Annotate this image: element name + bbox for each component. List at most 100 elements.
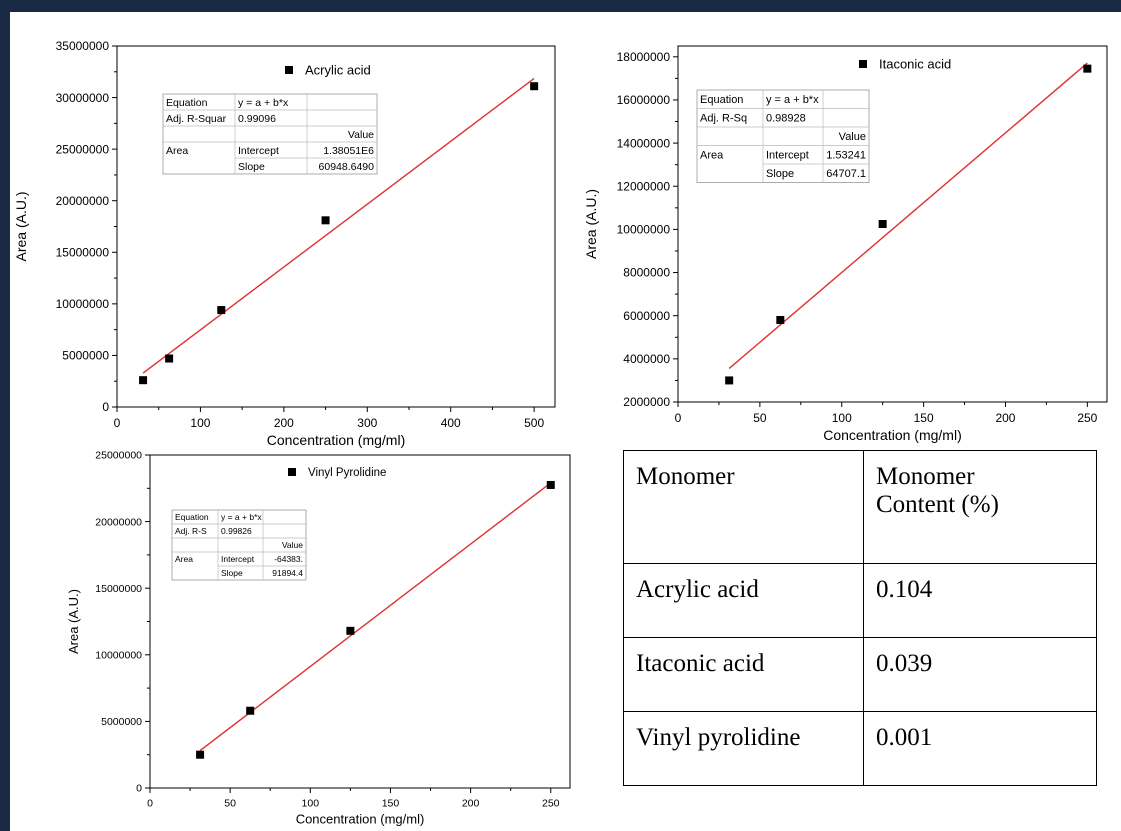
y-tick-label: 25000000 [56, 142, 110, 156]
figure-frame: 0 100 200 300 400 500 0 5000000 10000000 15000000… [10, 12, 1121, 831]
y-tick-label: 18000000 [617, 50, 671, 64]
legend-marker [859, 60, 867, 68]
data-point [321, 216, 330, 225]
y-tick-label: 25000000 [95, 450, 142, 462]
table-row: Itaconic acid 0.039 [623, 637, 1097, 712]
fit-table-cell: Slope [238, 161, 265, 173]
fit-table-cell: Area [166, 145, 188, 157]
x-tick-label: 250 [542, 798, 560, 810]
y-tick-label: 6000000 [623, 309, 670, 323]
table-row: Vinyl pyrolidine 0.001 [623, 711, 1097, 786]
y-tick-label: 5000000 [101, 716, 142, 728]
data-point [725, 376, 734, 385]
table-cell: Itaconic acid [623, 637, 864, 712]
table-header-row: Monomer Monomer Content (%) [623, 449, 1097, 565]
y-tick-label: 16000000 [617, 93, 671, 107]
fit-table-cell: 0.98928 [766, 113, 806, 125]
y-tick-label: 10000000 [95, 649, 142, 661]
header-monomer-content: Monomer Content (%) [863, 449, 1097, 565]
fit-table-cell: Intercept [766, 150, 809, 162]
fit-table-cell: Intercept [221, 554, 255, 564]
x-axis-label: Concentration (mg/ml) [267, 432, 406, 448]
fit-table-cell: Equation [175, 512, 209, 522]
header-monomer: Monomer [623, 449, 864, 565]
table-row: Acrylic acid 0.104 [623, 563, 1097, 639]
fit-table-cell: 0.99826 [221, 526, 252, 536]
y-tick-label: 20000000 [56, 194, 110, 208]
fit-line [199, 482, 552, 752]
y-axis-label: Area (A.U.) [583, 189, 599, 259]
fit-table-cell: Value [282, 540, 303, 550]
data-point [196, 750, 205, 759]
fit-results-table: Equation y = a + b*x Adj. R-Squar 0.99096 Va… [162, 93, 378, 175]
fit-line [728, 62, 1088, 369]
fit-table-cell: Area [700, 150, 724, 162]
y-tick-label: 35000000 [56, 39, 110, 53]
x-tick-label: 250 [1077, 411, 1097, 425]
fit-table-border [696, 89, 870, 183]
fit-table-cell: Slope [766, 168, 794, 180]
data-point [530, 82, 539, 91]
plot-frame [677, 45, 1108, 403]
fit-table-cell: 1.53241 [826, 150, 866, 162]
table-cell: 0.039 [863, 637, 1097, 712]
fit-results-table: Equation y = a + b*x Adj. R-S 0.99826 Value A… [171, 509, 307, 581]
x-tick-label: 200 [995, 411, 1015, 425]
y-tick-label: 10000000 [617, 223, 671, 237]
table-cell: Acrylic acid [623, 563, 864, 639]
y-tick-label: 8000000 [623, 266, 670, 280]
y-tick-label: 15000000 [56, 245, 110, 259]
fit-table-border [162, 93, 378, 175]
x-tick-label: 500 [524, 416, 544, 430]
data-point [546, 480, 555, 489]
fit-table-cell: Value [839, 131, 866, 143]
x-tick-label: 0 [114, 416, 121, 430]
x-tick-label: 0 [147, 798, 153, 810]
fit-table-cell: y = a + b*x [238, 97, 289, 109]
data-point [1083, 64, 1092, 73]
fit-table-cell: 1.38051E6 [323, 145, 374, 157]
y-tick-label: 5000000 [62, 349, 109, 363]
fit-table-cell: Adj. R-Squar [166, 113, 227, 125]
data-point [346, 626, 355, 635]
table-cell: 0.001 [863, 711, 1097, 786]
data-point [776, 316, 785, 325]
legend-label: Itaconic acid [879, 57, 951, 72]
fit-table-cell: Equation [166, 97, 208, 109]
y-tick-label: 15000000 [95, 583, 142, 595]
x-tick-label: 50 [224, 798, 236, 810]
y-tick-label: 12000000 [617, 179, 671, 193]
x-tick-label: 100 [190, 416, 210, 430]
itaconic-acid-chart: 0 50 100 150 200 250 2000000 4000000 6000000 8000… [583, 45, 1108, 443]
fit-table-border [171, 509, 307, 581]
fit-table-cell: Adj. R-S [175, 526, 207, 536]
x-tick-label: 150 [382, 798, 400, 810]
x-tick-label: 200 [274, 416, 294, 430]
fit-table-cell: Value [348, 129, 374, 141]
legend-label: Acrylic acid [305, 63, 371, 78]
data-point [139, 376, 148, 385]
fit-table-cell: 60948.6490 [319, 161, 375, 173]
fit-table-cell: y = a + b*x [766, 94, 819, 106]
fit-table-cell: Intercept [238, 145, 279, 157]
data-point [878, 220, 887, 228]
fit-table-cell: Adj. R-Sq [700, 113, 747, 125]
fit-line [142, 77, 535, 374]
x-tick-label: 150 [914, 411, 934, 425]
legend-marker [285, 66, 293, 74]
data-point [246, 706, 255, 715]
fit-table-cell: 91894.4 [272, 568, 303, 578]
acrylic-acid-chart: 0 100 200 300 400 500 0 5000000 10000000 15000000… [13, 39, 556, 448]
y-tick-label: 2000000 [623, 395, 670, 409]
y-tick-label: 20000000 [95, 516, 142, 528]
y-tick-label: 10000000 [56, 297, 110, 311]
x-axis-label: Concentration (mg/ml) [823, 427, 962, 443]
fit-results-table: Equation y = a + b*x Adj. R-Sq 0.98928 Value… [696, 89, 870, 183]
x-tick-label: 100 [302, 798, 320, 810]
table-cell: 0.104 [863, 563, 1097, 639]
y-tick-label: 0 [136, 783, 142, 795]
y-tick-label: 30000000 [56, 91, 110, 105]
fit-table-cell: Area [175, 554, 193, 564]
x-tick-label: 100 [832, 411, 852, 425]
y-axis-label: Area (A.U.) [66, 589, 81, 654]
